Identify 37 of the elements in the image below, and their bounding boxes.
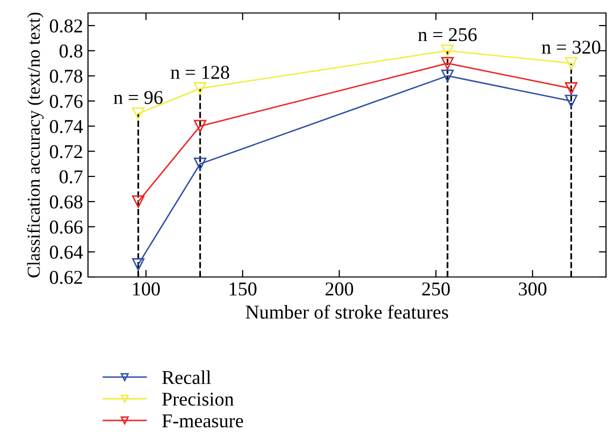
x-tick-label: 250 (422, 282, 450, 296)
legend-label: Recall (162, 370, 211, 384)
y-tick-label: 0.76 (50, 94, 83, 108)
annotation: n = 128 (170, 66, 230, 79)
point (441, 57, 454, 70)
y-tick-label: 0.64 (50, 246, 83, 259)
legend-label: Precision (162, 392, 234, 406)
y-tick-label: 0.82 (50, 19, 82, 33)
point (194, 158, 206, 170)
point (194, 82, 206, 95)
point (564, 94, 578, 108)
annotation: n = 96 (114, 91, 163, 104)
annotation: n = 256 (418, 28, 477, 42)
y-tick-label: 0.62 (50, 270, 82, 284)
y-tick-label: 0.78 (50, 70, 82, 83)
y-tick-label: 0.72 (50, 145, 82, 158)
y-tick-label: 0.66 (50, 220, 83, 234)
point (441, 70, 454, 82)
y-tick-label: 0.68 (50, 195, 82, 209)
point (564, 57, 578, 70)
point (132, 107, 145, 120)
legend-label: F-measure (162, 414, 244, 428)
x-tick-label: 100 (133, 282, 160, 296)
point (132, 195, 145, 208)
x-tick-label: 200 (326, 282, 354, 296)
x-tick-label: 150 (230, 282, 256, 296)
x-axis-title: Number of stroke features (246, 304, 448, 319)
point (194, 120, 206, 132)
y-tick-label: 0.7 (60, 170, 83, 184)
annotation: n = 320 (542, 40, 600, 54)
point (564, 82, 578, 95)
point (441, 44, 454, 57)
y-axis-title: Classification accuracy (text/no text) (26, 12, 44, 278)
y-tick-label: 0.74 (50, 120, 83, 134)
x-tick-label: 300 (518, 282, 546, 296)
point (132, 258, 145, 271)
y-tick-label: 0.8 (60, 44, 82, 58)
